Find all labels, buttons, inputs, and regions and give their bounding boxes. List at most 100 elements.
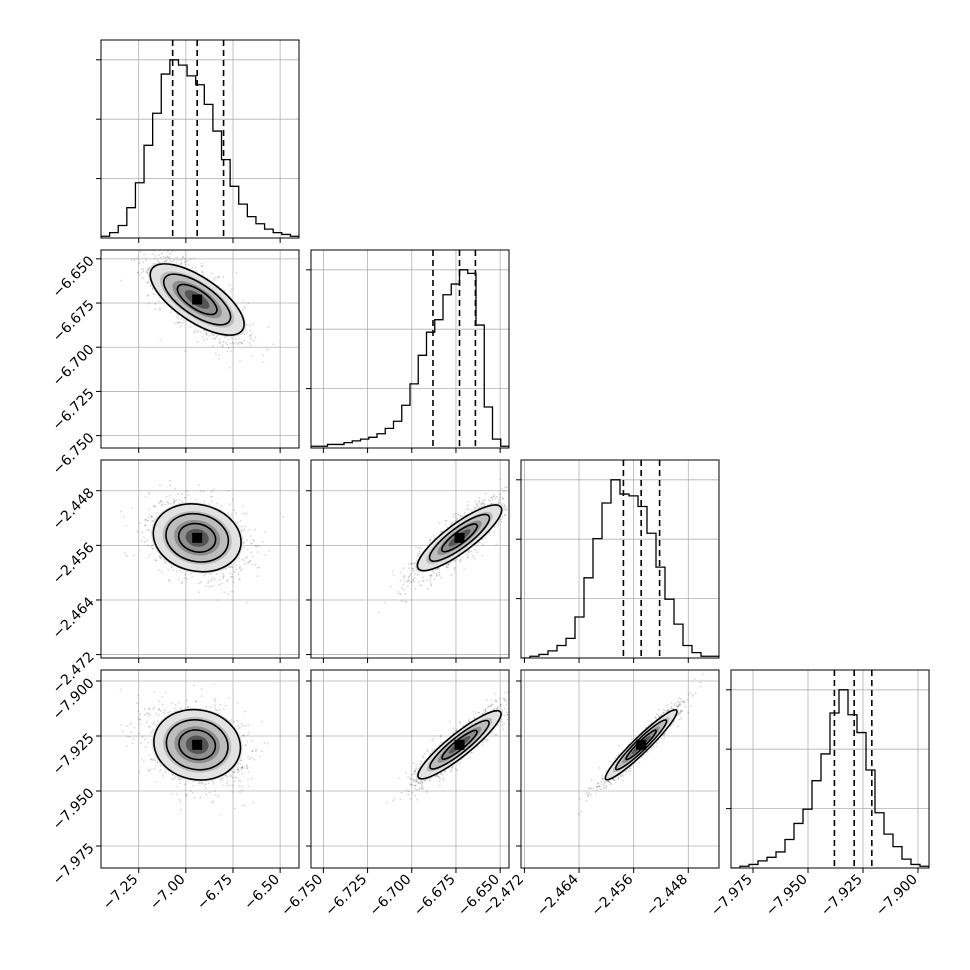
scatter-point <box>517 514 519 516</box>
scatter-point <box>426 579 429 581</box>
scatter-point <box>435 573 438 575</box>
scatter-point <box>152 520 155 522</box>
scatter-point <box>234 770 236 773</box>
scatter-point <box>498 501 501 504</box>
scatter-point <box>122 516 125 519</box>
scatter-point <box>501 502 504 505</box>
scatter-point <box>205 793 208 796</box>
histogram-panel-2 <box>516 459 720 663</box>
scatter-point <box>515 506 517 508</box>
scatter-point <box>250 354 253 357</box>
scatter-point <box>151 759 154 761</box>
scatter-point <box>249 344 252 347</box>
scatter-point <box>459 559 462 561</box>
scatter-point <box>451 515 454 518</box>
scatter-point <box>481 554 484 557</box>
scatter-point <box>407 563 410 566</box>
scatter-point <box>454 559 457 562</box>
scatter-point <box>162 255 165 258</box>
scatter-point <box>170 566 173 569</box>
scatter-point <box>168 579 170 581</box>
scatter-point <box>501 497 504 499</box>
scatter-point <box>199 581 202 584</box>
scatter-panel-3-0: −7.25 −7.00 −6.75 −6.50−7.975−7.950−7.925−7… <box>50 669 300 913</box>
contour-level-0 <box>416 504 503 572</box>
scatter-point <box>212 584 215 587</box>
scatter-point <box>412 579 414 582</box>
scatter-point <box>225 341 228 344</box>
scatter-point <box>248 731 251 734</box>
scatter-point <box>242 558 244 560</box>
scatter-point <box>241 766 244 769</box>
scatter-point <box>257 551 259 553</box>
scatter-point <box>194 329 197 331</box>
scatter-point <box>198 483 201 486</box>
scatter-point <box>175 571 178 573</box>
scatter-point <box>169 494 172 497</box>
scatter-point <box>392 573 395 576</box>
scatter-point <box>228 696 230 699</box>
scatter-point <box>498 497 501 499</box>
scatter-point <box>241 568 243 570</box>
scatter-point <box>187 263 190 266</box>
scatter-point <box>417 546 420 549</box>
scatter-point <box>240 341 243 344</box>
scatter-point <box>254 336 257 339</box>
scatter-point <box>504 486 506 489</box>
scatter-point <box>133 738 135 740</box>
scatter-point <box>142 261 145 264</box>
scatter-point <box>457 513 460 516</box>
scatter-point <box>478 496 481 499</box>
scatter-point <box>179 321 182 324</box>
scatter-point <box>159 484 161 486</box>
scatter-point <box>237 342 240 345</box>
contour-level-2 <box>176 283 218 316</box>
scatter-point <box>158 569 161 571</box>
scatter-point <box>149 553 151 556</box>
scatter-point <box>143 541 146 543</box>
scatter-point <box>429 584 432 587</box>
scatter-point <box>141 758 143 760</box>
scatter-point <box>240 341 243 344</box>
scatter-point <box>174 322 176 325</box>
scatter-point <box>417 552 420 555</box>
scatter-point <box>200 262 203 265</box>
scatter-point <box>403 577 405 579</box>
scatter-point <box>169 258 172 261</box>
scatter-point <box>237 766 240 769</box>
scatter-point <box>159 710 162 712</box>
scatter-point <box>243 528 246 531</box>
scatter-point <box>171 774 174 777</box>
scatter-point <box>408 575 411 577</box>
scatter-point <box>216 277 219 279</box>
scatter-point <box>147 516 150 519</box>
scatter-point <box>241 772 244 775</box>
scatter-point <box>152 293 155 296</box>
scatter-point <box>253 540 256 543</box>
scatter-point <box>194 266 197 269</box>
y-tick-label: −6.700 <box>50 342 98 390</box>
scatter-point <box>215 502 218 505</box>
scatter-point <box>407 580 410 582</box>
scatter-point <box>177 578 180 581</box>
scatter-point <box>213 276 216 279</box>
scatter-point <box>408 567 411 569</box>
scatter-point <box>484 492 487 495</box>
scatter-point <box>183 261 186 264</box>
scatter-point <box>258 544 261 547</box>
scatter-point <box>212 334 215 337</box>
scatter-point <box>207 580 210 582</box>
scatter-point <box>255 545 258 548</box>
scatter-point <box>454 566 456 569</box>
scatter-point <box>166 256 169 259</box>
scatter-point <box>175 793 178 796</box>
scatter-point <box>242 559 245 562</box>
scatter-point <box>164 561 167 563</box>
scatter-point <box>169 502 172 505</box>
scatter-point <box>145 245 147 247</box>
scatter-point <box>236 768 239 771</box>
scatter-point <box>161 695 164 698</box>
scatter-point <box>138 262 141 265</box>
scatter-point <box>222 572 224 575</box>
scatter-point <box>210 578 213 581</box>
